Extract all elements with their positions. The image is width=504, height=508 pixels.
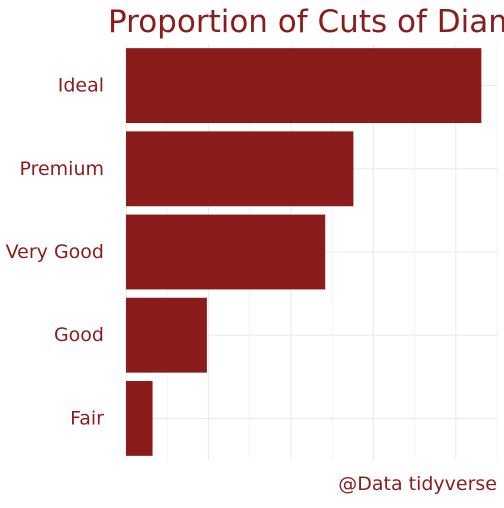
bar-ideal xyxy=(126,48,482,124)
category-label-very-good: Very Good xyxy=(6,241,104,263)
bar-good xyxy=(126,297,207,373)
category-label-fair: Fair xyxy=(70,407,104,429)
category-labels: Ideal Premium Very Good Good Fair xyxy=(6,75,105,430)
category-label-ideal: Ideal xyxy=(58,75,104,97)
bars xyxy=(126,48,482,456)
chart-caption: @Data tidyverse xyxy=(338,473,497,495)
bar-fair xyxy=(126,380,153,456)
bar-very-good xyxy=(126,214,326,290)
chart-title: Proportion of Cuts of Diam xyxy=(108,4,504,40)
bar-premium xyxy=(126,131,354,207)
category-label-good: Good xyxy=(54,324,104,346)
category-label-premium: Premium xyxy=(19,158,104,180)
